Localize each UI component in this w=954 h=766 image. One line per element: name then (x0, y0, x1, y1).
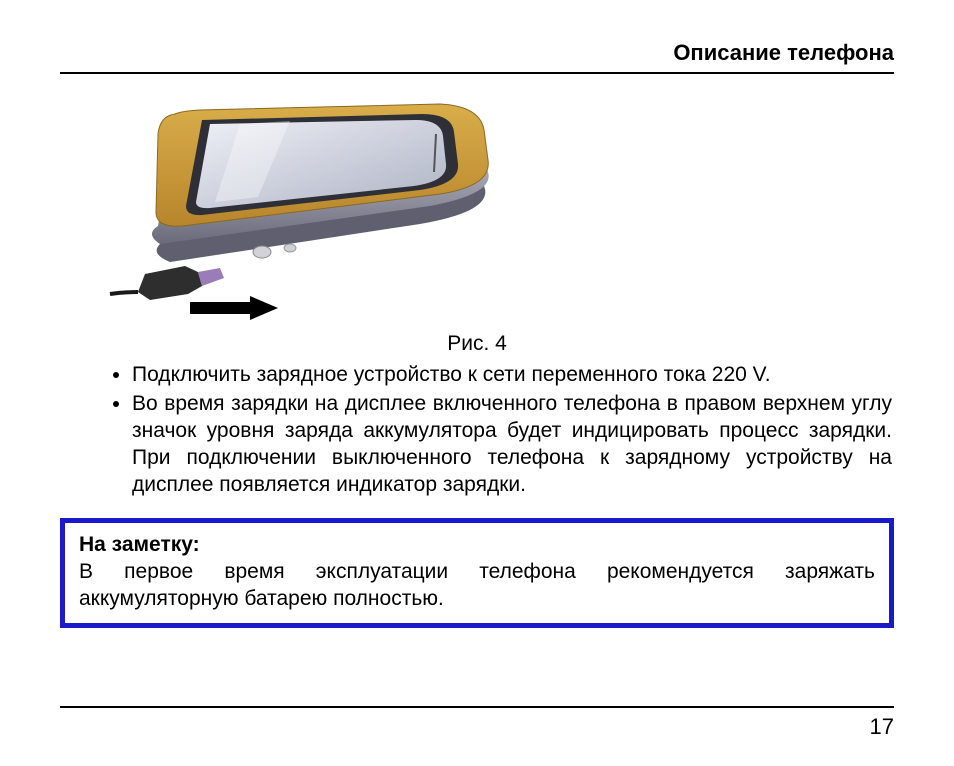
note-box: На заметку: В первое время эксплуатации … (60, 518, 894, 628)
instruction-list: Подключить зарядное устройство к сети пе… (60, 362, 894, 498)
aux-port (284, 244, 296, 252)
page-number: 17 (870, 714, 894, 740)
insert-arrow-icon (190, 296, 278, 320)
page-header-title: Описание телефона (60, 40, 894, 72)
manual-page: Описание телефона (0, 0, 954, 766)
phone-illustration (90, 94, 510, 324)
list-item: Во время зарядки на дисплее включенного … (132, 391, 894, 499)
footer-rule (60, 706, 894, 708)
charging-port (253, 246, 271, 258)
note-body: В первое время эксплуатации телефона рек… (79, 559, 875, 613)
figure-caption: Рис. 4 (60, 332, 894, 356)
note-title: На заметку: (79, 533, 875, 557)
list-item: Подключить зарядное устройство к сети пе… (132, 362, 894, 389)
header-rule (60, 72, 894, 74)
figure-phone-charger (90, 94, 510, 324)
charger-plug (110, 266, 224, 300)
